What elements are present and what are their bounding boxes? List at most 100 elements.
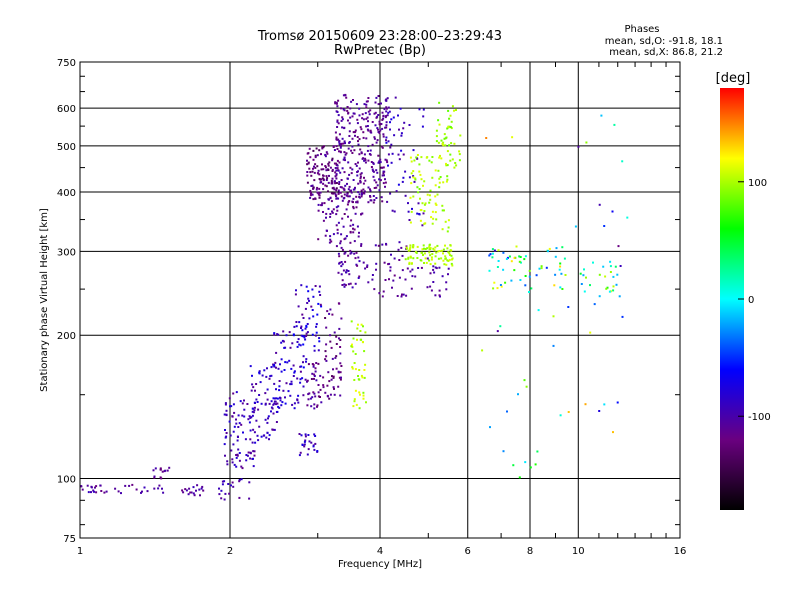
data-point (397, 183, 400, 186)
data-point (435, 140, 438, 143)
data-point (418, 108, 421, 111)
data-point (442, 141, 445, 144)
data-point (193, 494, 196, 497)
data-point (360, 243, 363, 246)
data-point (357, 143, 360, 146)
data-point (274, 361, 277, 364)
data-point (437, 250, 440, 253)
data-point (340, 195, 343, 198)
data-point (386, 161, 389, 164)
data-point (337, 169, 340, 172)
data-point (331, 181, 334, 184)
data-point (357, 140, 359, 143)
data-point (443, 137, 446, 140)
data-point (384, 185, 386, 188)
data-point (360, 189, 363, 192)
data-point (304, 435, 307, 438)
data-point (502, 450, 505, 453)
data-point (298, 343, 301, 346)
data-point (257, 439, 260, 442)
data-point (506, 256, 509, 259)
data-point (409, 256, 412, 259)
data-point (364, 363, 367, 366)
data-point (315, 188, 318, 191)
data-point (224, 492, 227, 495)
colorbar-ticks: -100 0 100 (738, 178, 771, 423)
x-tick-label: 10 (572, 546, 585, 557)
data-point (391, 209, 394, 212)
data-point (352, 223, 355, 226)
data-point (332, 192, 335, 195)
data-point (372, 162, 375, 165)
data-point (335, 197, 338, 200)
data-point (328, 380, 331, 383)
data-point (408, 249, 411, 252)
data-point (224, 436, 227, 439)
data-point (376, 171, 379, 174)
data-point (554, 255, 557, 258)
data-point (302, 366, 305, 369)
data-point (232, 443, 235, 446)
data-point (345, 235, 348, 238)
data-point (458, 150, 461, 153)
plot-frame (79, 61, 681, 539)
data-point (438, 177, 441, 180)
data-point (387, 164, 389, 167)
data-point (374, 124, 377, 127)
data-point (337, 122, 340, 125)
data-point (329, 238, 332, 241)
data-point (316, 450, 319, 452)
data-point (358, 114, 361, 117)
data-point (346, 203, 349, 206)
data-point (312, 445, 315, 448)
data-point (453, 142, 456, 145)
data-point (560, 272, 563, 275)
data-point (313, 448, 316, 451)
data-point (160, 477, 163, 480)
data-point (359, 181, 362, 184)
data-point (322, 168, 325, 171)
data-point (375, 181, 378, 184)
data-point (341, 118, 344, 121)
data-point (373, 288, 376, 291)
data-point (367, 159, 370, 162)
data-point (270, 374, 273, 377)
data-point (422, 108, 425, 111)
data-point (378, 178, 381, 181)
x-tick-label: 2 (227, 546, 233, 557)
data-point (337, 385, 340, 388)
data-point (311, 333, 314, 336)
stats-line-x: mean, sd,X: 86.8, 21.2 (609, 47, 723, 58)
data-point (304, 307, 307, 310)
data-point (600, 114, 603, 117)
data-point (359, 393, 361, 396)
data-point (338, 161, 341, 164)
data-point (390, 253, 392, 256)
data-point (258, 394, 261, 396)
data-point (353, 379, 356, 381)
data-point (302, 317, 305, 319)
data-point (268, 438, 270, 441)
data-point (385, 121, 388, 124)
data-point (559, 414, 562, 417)
data-point (247, 418, 250, 421)
data-point (245, 454, 248, 456)
data-point (342, 187, 345, 190)
data-point (325, 343, 328, 346)
data-point (434, 169, 437, 172)
data-point (381, 111, 384, 114)
data-point (393, 134, 396, 137)
data-point (317, 391, 320, 394)
data-point (308, 440, 311, 443)
data-point (545, 266, 548, 269)
data-point (554, 273, 557, 276)
data-point (372, 195, 375, 197)
data-point (445, 164, 448, 167)
data-point (585, 141, 588, 144)
data-point (316, 313, 319, 316)
data-point (237, 426, 240, 428)
data-point (429, 285, 432, 288)
data-point (238, 452, 241, 454)
data-point (360, 323, 363, 326)
